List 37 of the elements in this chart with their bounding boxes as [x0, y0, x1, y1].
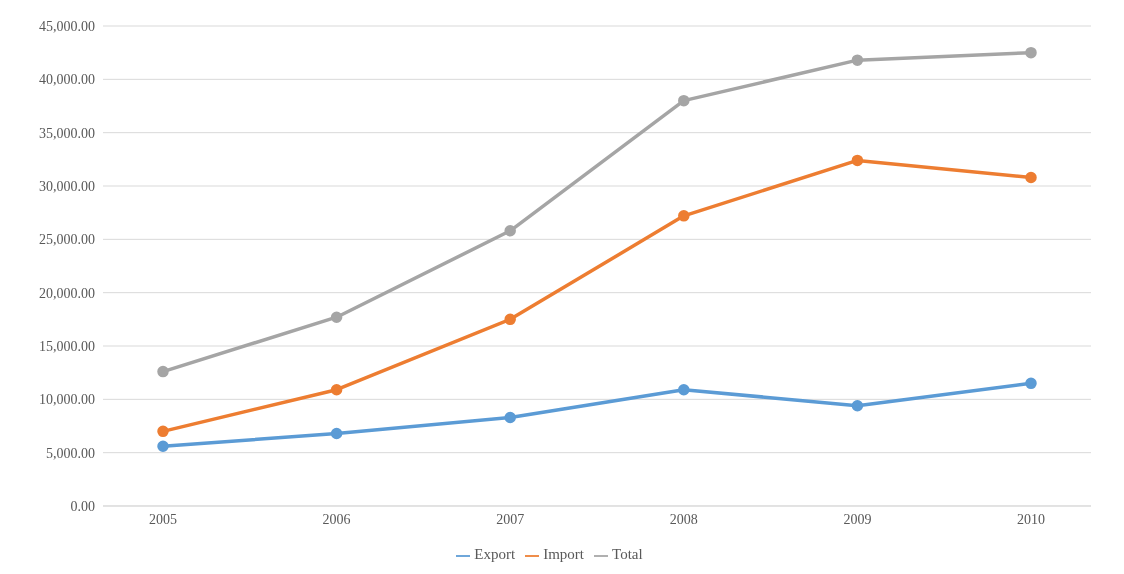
y-tick-label: 35,000.00	[39, 125, 95, 141]
y-tick-label: 10,000.00	[39, 392, 95, 408]
y-tick-label: 15,000.00	[39, 338, 95, 354]
point	[851, 399, 864, 412]
point	[851, 54, 864, 66]
x-tick-label: 2006	[322, 511, 351, 527]
y-tick-label: 30,000.00	[39, 178, 95, 194]
point	[330, 427, 343, 440]
y-tick-label: 40,000.00	[39, 72, 95, 88]
y-tick-label: 45,000.00	[39, 18, 95, 34]
x-tick-label: 2010	[1017, 511, 1045, 527]
legend-label: Total	[612, 546, 643, 562]
point	[330, 383, 343, 396]
point	[851, 154, 864, 167]
point	[504, 313, 516, 326]
point	[330, 311, 343, 323]
y-tick-label: 0.00	[70, 498, 95, 514]
point	[157, 425, 169, 438]
x-tick-label: 2009	[843, 511, 872, 527]
point	[1025, 46, 1037, 59]
point	[504, 225, 516, 237]
point	[157, 440, 169, 453]
point	[1025, 377, 1037, 390]
y-tick-label: 5,000.00	[46, 445, 95, 461]
point	[504, 411, 516, 424]
point	[1025, 171, 1037, 184]
point	[157, 365, 169, 378]
point	[678, 383, 690, 396]
x-tick-label: 2005	[149, 511, 177, 527]
legend-label: Export	[474, 546, 516, 562]
point	[678, 210, 690, 222]
y-tick-label: 20,000.00	[39, 285, 95, 301]
y-tick-label: 25,000.00	[39, 232, 95, 248]
point	[678, 94, 690, 107]
legend-label: Import	[543, 546, 585, 562]
x-tick-label: 2008	[669, 511, 698, 527]
x-tick-label: 2007	[496, 511, 525, 527]
